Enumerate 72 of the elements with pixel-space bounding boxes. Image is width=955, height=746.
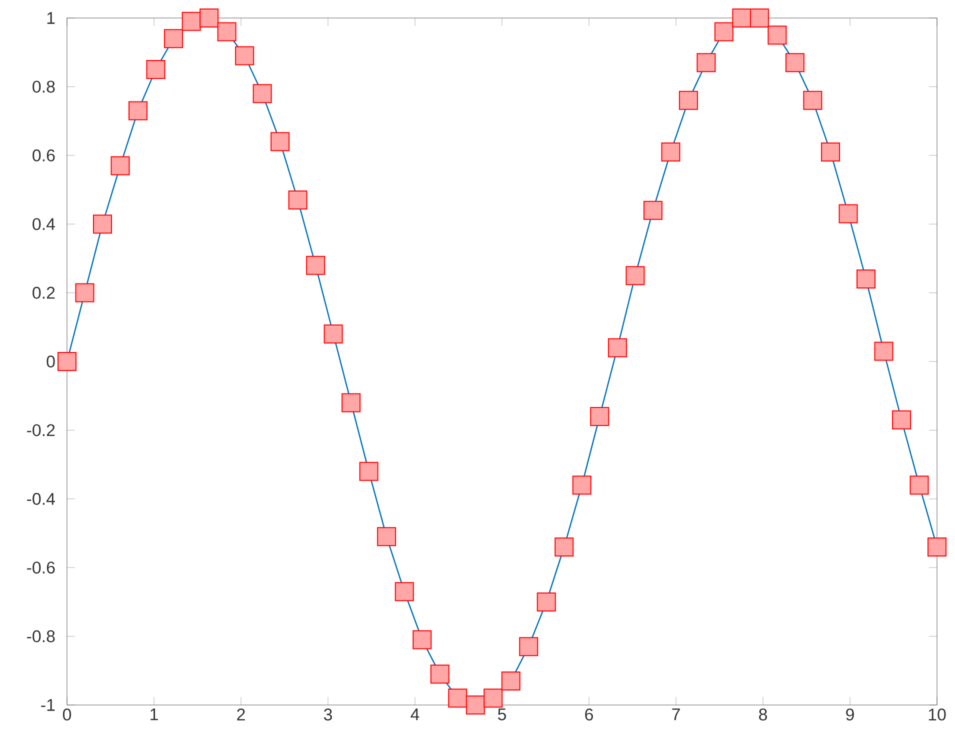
point <box>110 156 130 176</box>
x-tick-label: 0 <box>62 708 72 721</box>
point <box>536 592 556 612</box>
point <box>572 476 592 495</box>
y-tick-label: 0.2 <box>32 286 55 299</box>
point <box>306 256 326 275</box>
point <box>288 190 308 210</box>
point <box>200 8 219 28</box>
point <box>910 476 929 495</box>
point <box>501 671 520 690</box>
point <box>696 53 716 72</box>
point <box>519 637 538 656</box>
y-tick-label: 1 <box>47 12 55 24</box>
point <box>146 60 166 80</box>
x-tick-label: 3 <box>324 708 332 721</box>
point <box>750 8 769 28</box>
y-tick-label: -0.6 <box>27 562 55 574</box>
point <box>342 393 361 412</box>
point <box>92 214 112 234</box>
point <box>554 537 574 556</box>
point <box>128 101 148 120</box>
point <box>217 22 236 42</box>
point <box>448 688 468 708</box>
point <box>235 46 254 66</box>
point <box>626 266 645 286</box>
y-tick-label: 0.4 <box>32 218 55 230</box>
point <box>58 352 76 371</box>
y-tick-label: 0.6 <box>32 149 55 162</box>
x-tick-label: 9 <box>846 708 854 721</box>
point <box>803 90 822 110</box>
point <box>856 270 876 289</box>
point <box>874 342 894 361</box>
point <box>892 410 912 430</box>
point <box>714 22 734 42</box>
x-tick-label: 6 <box>585 708 593 721</box>
y-tick-label: 0 <box>46 356 55 368</box>
y-tick-label: -0.2 <box>27 424 55 436</box>
point <box>324 324 343 344</box>
point <box>430 664 450 684</box>
point <box>928 537 947 556</box>
x-tick-label: 2 <box>237 708 245 720</box>
point <box>359 462 378 481</box>
x-tick-label: 10 <box>928 708 946 721</box>
point <box>590 406 610 426</box>
point <box>643 200 662 220</box>
point <box>821 142 840 162</box>
x-tick-label: 7 <box>672 708 680 720</box>
point <box>838 204 858 224</box>
point <box>732 8 752 28</box>
point <box>377 527 396 546</box>
point <box>182 12 201 31</box>
point <box>785 53 804 72</box>
point <box>466 696 485 714</box>
x-tick-label: 4 <box>410 708 420 720</box>
point <box>678 90 698 110</box>
y-tick-label: -1 <box>41 699 55 711</box>
x-tick-label: 5 <box>498 708 506 720</box>
x-tick-label: 8 <box>759 708 767 721</box>
point <box>768 26 787 45</box>
point <box>394 582 414 602</box>
x-tick-label: 1 <box>150 708 158 720</box>
point <box>252 84 272 104</box>
point <box>661 142 680 162</box>
point <box>164 29 183 48</box>
y-tick-label: -0.4 <box>27 492 55 505</box>
point <box>270 132 290 152</box>
point <box>412 630 432 650</box>
point <box>608 338 627 358</box>
point <box>75 283 94 302</box>
point <box>484 688 503 708</box>
y-tick-label: -0.8 <box>27 630 55 642</box>
y-tick-label: 0.8 <box>32 80 55 93</box>
